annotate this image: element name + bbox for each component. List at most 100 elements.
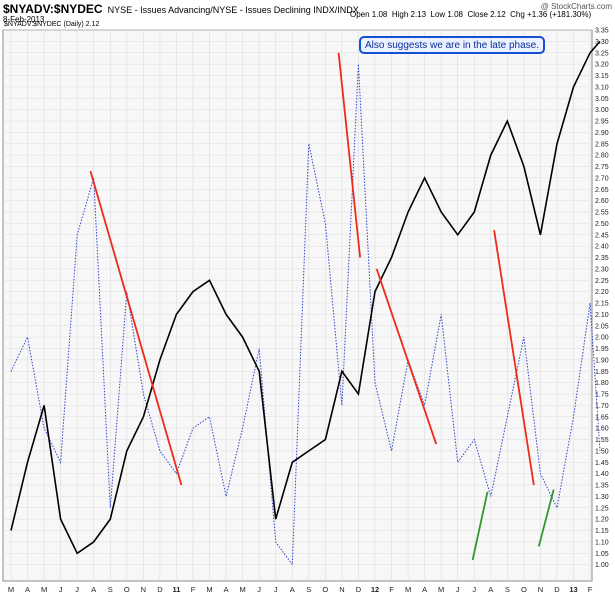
x-tick-label: J (75, 585, 79, 594)
annotation-callout: Also suggests we are in the late phase. (359, 36, 545, 54)
y-tick-label: 3.15 (595, 73, 609, 80)
y-tick-label: 2.20 (595, 289, 609, 296)
y-tick-label: 1.90 (595, 357, 609, 364)
x-tick-label: N (538, 585, 543, 594)
x-tick-label: A (290, 585, 295, 594)
chart-description: NYSE - Issues Advancing/NYSE - Issues De… (107, 5, 359, 15)
y-tick-label: 2.70 (595, 175, 609, 182)
y-tick-label: 1.50 (595, 448, 609, 455)
y-tick-label: 2.45 (595, 232, 609, 239)
x-tick-label: F (191, 585, 196, 594)
quote-bar: Open 1.08 High 2.13 Low 1.08 Close 2.12 … (350, 10, 591, 19)
y-tick-label: 2.85 (595, 141, 609, 148)
x-tick-label: M (438, 585, 444, 594)
y-tick-label: 3.25 (595, 50, 609, 57)
trendline-red (375, 268, 438, 445)
y-tick-label: 1.95 (595, 346, 609, 353)
series-layer (10, 40, 601, 567)
trendline-red (89, 170, 183, 486)
trendline-red (337, 52, 361, 258)
y-tick-label: 2.90 (595, 130, 609, 137)
y-tick-label: 2.75 (595, 164, 609, 171)
x-tick-label: O (521, 585, 527, 594)
legend-item-volume: Volume undef (4, 39, 47, 46)
x-tick-label: M (405, 585, 411, 594)
x-tick-label: D (157, 585, 163, 594)
y-tick-label: 1.40 (595, 471, 609, 478)
y-tick-label: 1.20 (595, 517, 609, 524)
y-tick-label: 3.10 (595, 84, 609, 91)
y-tick-label: 1.80 (595, 380, 609, 387)
y-tick-label: 2.65 (595, 187, 609, 194)
y-tick-label: 2.15 (595, 301, 609, 308)
x-tick-label: S (505, 585, 510, 594)
y-tick-label: 3.05 (595, 96, 609, 103)
x-tick-label: O (124, 585, 130, 594)
quote-close: Close 2.12 (467, 10, 506, 19)
chart-legend: $NYADV:$NYDEC (Daily) 2.12 MA(20) 1.49 V… (4, 20, 99, 56)
y-tick-label: 1.30 (595, 494, 609, 501)
x-tick-label: 12 (371, 585, 379, 594)
y-tick-label: 3.35 (595, 28, 609, 35)
x-tick-label: J (456, 585, 460, 594)
y-tick-label: 2.40 (595, 244, 609, 251)
plot-area (2, 29, 593, 582)
y-tick-label: 2.55 (595, 210, 609, 217)
y-tick-label: 1.00 (595, 562, 609, 569)
quote-low: Low 1.08 (430, 10, 463, 19)
x-tick-label: A (488, 585, 493, 594)
x-tick-label: D (554, 585, 560, 594)
x-axis: M A M J J A S O N D 11 F M A M J J A S O N D 12 F M A M J J A S O N D 13 F (8, 585, 593, 594)
x-tick-label: M (8, 585, 14, 594)
y-tick-label: 1.35 (595, 483, 609, 490)
stockcharts-credit: @ StockCharts.com (540, 2, 612, 11)
y-tick-label: 3.20 (595, 62, 609, 69)
quote-change: Chg +1.36 (+181.30%) (510, 10, 592, 19)
x-tick-label: D (356, 585, 362, 594)
y-tick-label: 1.15 (595, 528, 609, 535)
x-tick-label: 11 (172, 585, 180, 594)
y-tick-label: 2.05 (595, 323, 609, 330)
x-tick-label: J (472, 585, 476, 594)
y-tick-label: 3.30 (595, 39, 609, 46)
y-tick-label: 2.60 (595, 198, 609, 205)
y-axis: 1.00 1.05 1.10 1.15 1.20 1.25 1.30 1.35 1.40 1.45… (595, 28, 609, 570)
y-tick-label: 1.85 (595, 369, 609, 376)
x-tick-label: J (59, 585, 63, 594)
y-tick-label: 1.05 (595, 551, 609, 558)
chart-date: 8-Feb-2013 (3, 15, 45, 24)
y-tick-label: 1.45 (595, 460, 609, 467)
x-tick-label: M (206, 585, 212, 594)
chart-header: $NYADV:$NYDEC NYSE - Issues Advancing/NY… (3, 2, 359, 16)
x-tick-label: F (588, 585, 593, 594)
x-tick-label: N (141, 585, 146, 594)
y-tick-label: 2.50 (595, 221, 609, 228)
trendline-green (471, 491, 489, 561)
y-tick-label: 2.35 (595, 255, 609, 262)
legend-item-ratio: $NYADV:$NYDEC (Daily) 2.12 (4, 21, 100, 28)
y-tick-label: 2.80 (595, 153, 609, 160)
y-tick-label: 2.10 (595, 312, 609, 319)
trendline-red (493, 230, 535, 486)
x-tick-label: A (224, 585, 229, 594)
x-tick-label: J (257, 585, 261, 594)
quote-high: High 2.13 (391, 10, 427, 19)
y-tick-label: 1.10 (595, 539, 609, 546)
x-tick-label: F (389, 585, 394, 594)
trendline-layer (89, 52, 555, 561)
y-tick-label: 2.95 (595, 119, 609, 126)
legend-item-ma: MA(20) 1.49 (4, 30, 43, 37)
trendline-green (537, 489, 555, 547)
y-tick-label: 2.25 (595, 278, 609, 285)
y-tick-label: 1.55 (595, 437, 609, 444)
y-tick-label: 2.30 (595, 266, 609, 273)
quote-open: Open 1.08 (350, 10, 388, 19)
y-tick-label: 3.00 (595, 107, 609, 114)
series-line-0 (10, 64, 601, 567)
y-tick-label: 1.25 (595, 505, 609, 512)
x-tick-label: J (274, 585, 278, 594)
y-tick-label: 1.70 (595, 403, 609, 410)
chart-grid (2, 29, 593, 582)
y-tick-label: 1.60 (595, 426, 609, 433)
